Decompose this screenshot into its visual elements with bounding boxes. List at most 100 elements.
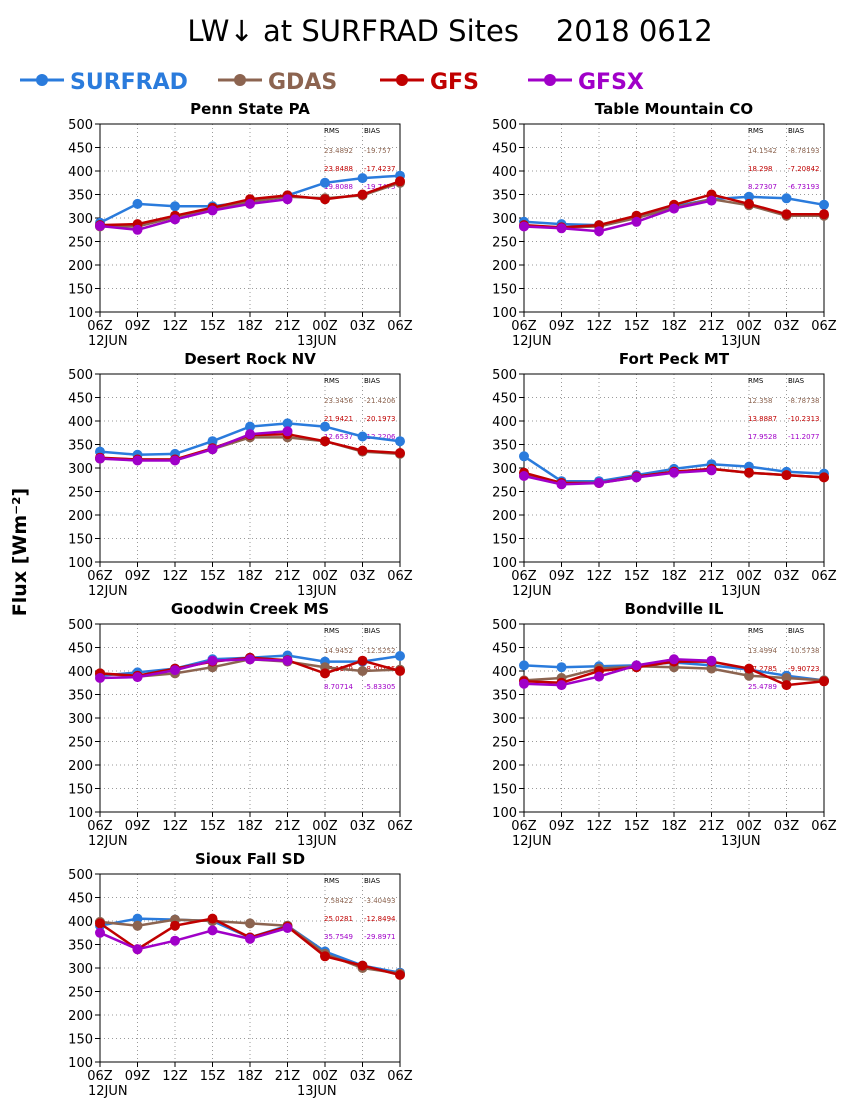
stats-header-rms: RMS — [748, 127, 764, 135]
data-point-surfrad — [519, 451, 529, 462]
chart-title: Sioux Fall SD — [195, 850, 305, 868]
data-point-gfsx — [519, 221, 529, 232]
data-point-gdas — [357, 666, 368, 676]
stats-rms-value: 25.4789 — [748, 683, 777, 691]
data-point-gfsx — [669, 654, 679, 665]
y-tick-label: 400 — [68, 665, 93, 680]
chart-panel: 100 150 200 250 300 350 400 450 500 06Z 09Z 12Z 15Z 1… — [492, 350, 837, 599]
y-tick-label: 150 — [68, 783, 93, 798]
series-line-gfsx — [99, 197, 288, 232]
stats-header-rms: RMS — [324, 877, 340, 885]
legend-marker-gfs — [396, 74, 408, 86]
data-point-gdas — [245, 918, 255, 929]
y-tick-label: 350 — [68, 189, 93, 204]
stats-rms-value: 19.8088 — [324, 183, 353, 191]
data-point-gfsx — [95, 453, 105, 464]
x-tick-label: 18Z — [237, 569, 263, 584]
x-tick-label: 06Z — [87, 319, 113, 334]
x-tick-label: 06Z — [811, 569, 837, 584]
data-point-gfsx — [594, 478, 604, 488]
data-point-gfsx — [132, 455, 143, 466]
x-tick-label: 09Z — [125, 1069, 151, 1084]
stats-header-bias: BIAS — [788, 127, 805, 135]
y-tick-label: 300 — [492, 212, 517, 227]
data-point-gfsx — [170, 214, 180, 225]
legend-label-gfs: GFS — [430, 70, 479, 95]
series-gfsx — [519, 465, 717, 490]
x-tick-label: 00Z — [736, 319, 762, 334]
x-tick-label: 00Z — [312, 819, 338, 834]
data-point-gfsx — [132, 944, 143, 955]
x-tick-label: 06Z — [387, 819, 413, 834]
chart-panel: 100 150 200 250 300 350 400 450 500 06Z 09Z 12Z 15Z 1… — [68, 850, 413, 1099]
date-label: 12JUN — [512, 334, 552, 349]
stats-bias-value: -12.2206 — [364, 433, 396, 441]
stats-rms-value: 12.6537 — [324, 433, 353, 441]
data-point-gfs — [357, 445, 368, 456]
stats-rms-value: 35.7549 — [324, 933, 353, 941]
x-tick-label: 18Z — [237, 319, 263, 334]
stats-rms-value: 25.0281 — [324, 915, 353, 923]
data-point-gfs — [95, 918, 105, 929]
data-point-gfsx — [282, 923, 293, 933]
chart-panel: 100 150 200 250 300 350 400 450 500 06Z 09Z 12Z 15Z 1… — [492, 600, 837, 849]
data-point-gfs — [395, 176, 405, 187]
x-tick-label: 06Z — [387, 569, 413, 584]
x-tick-label: 12Z — [586, 569, 612, 584]
stats-rms-value: 14.1542 — [748, 147, 777, 155]
series-gfsx — [95, 426, 293, 466]
x-tick-label: 06Z — [387, 319, 413, 334]
x-tick-label: 09Z — [549, 319, 575, 334]
y-tick-label: 500 — [68, 868, 93, 883]
series-gfsx — [95, 923, 293, 955]
y-tick-label: 300 — [68, 462, 93, 477]
data-point-gfsx — [132, 672, 143, 683]
data-point-gfs — [357, 960, 368, 971]
x-tick-label: 06Z — [387, 1069, 413, 1084]
data-point-gfs — [819, 209, 829, 220]
data-point-gfs — [395, 970, 405, 980]
legend-label-gdas: GDAS — [268, 70, 337, 95]
data-point-gfs — [357, 189, 368, 200]
y-tick-label: 200 — [492, 259, 517, 274]
x-tick-label: 21Z — [275, 319, 301, 334]
data-point-gfsx — [556, 223, 567, 234]
y-tick-label: 450 — [492, 642, 517, 657]
figure-title: LW↓ at SURFRAD Sites 2018 0612 — [187, 14, 712, 48]
data-point-gfsx — [245, 933, 255, 944]
y-tick-label: 450 — [68, 892, 93, 907]
y-tick-label: 350 — [68, 939, 93, 954]
data-point-gfsx — [556, 680, 567, 691]
y-tick-label: 400 — [492, 665, 517, 680]
series-gfsx — [519, 195, 717, 237]
x-tick-label: 15Z — [624, 819, 650, 834]
stats-bias-value: -5.83305 — [364, 683, 395, 691]
stats-rms-value: 14.9452 — [324, 647, 353, 655]
y-axis-label: Flux [Wm⁻²] — [9, 488, 31, 616]
data-point-gfsx — [282, 655, 293, 666]
y-tick-label: 100 — [492, 306, 517, 321]
series-line-gfsx — [99, 430, 288, 462]
y-tick-label: 300 — [492, 712, 517, 727]
stats-rms-value: 8.27307 — [748, 183, 777, 191]
series-line-gfsx — [99, 926, 288, 951]
chart-panel: 100 150 200 250 300 350 400 450 500 06Z 09Z 12Z 15Z 1… — [68, 100, 413, 349]
x-tick-label: 21Z — [275, 819, 301, 834]
y-tick-label: 350 — [68, 439, 93, 454]
x-tick-label: 18Z — [237, 1069, 263, 1084]
x-tick-label: 18Z — [661, 819, 687, 834]
x-tick-label: 06Z — [811, 319, 837, 334]
x-tick-label: 15Z — [200, 1069, 226, 1084]
data-point-gfsx — [631, 660, 642, 671]
stats-bias-value: -29.8971 — [364, 933, 395, 941]
stats-bias-value: -8.50125 — [364, 665, 395, 673]
data-point-gfsx — [245, 429, 255, 440]
y-tick-label: 100 — [68, 306, 93, 321]
y-tick-label: 400 — [68, 165, 93, 180]
data-point-gfsx — [631, 472, 642, 483]
stats-header-bias: BIAS — [364, 127, 381, 135]
y-tick-label: 500 — [492, 368, 517, 383]
x-tick-label: 03Z — [350, 819, 376, 834]
stats-rms-value: 17.2785 — [748, 665, 777, 673]
y-tick-label: 400 — [492, 415, 517, 430]
